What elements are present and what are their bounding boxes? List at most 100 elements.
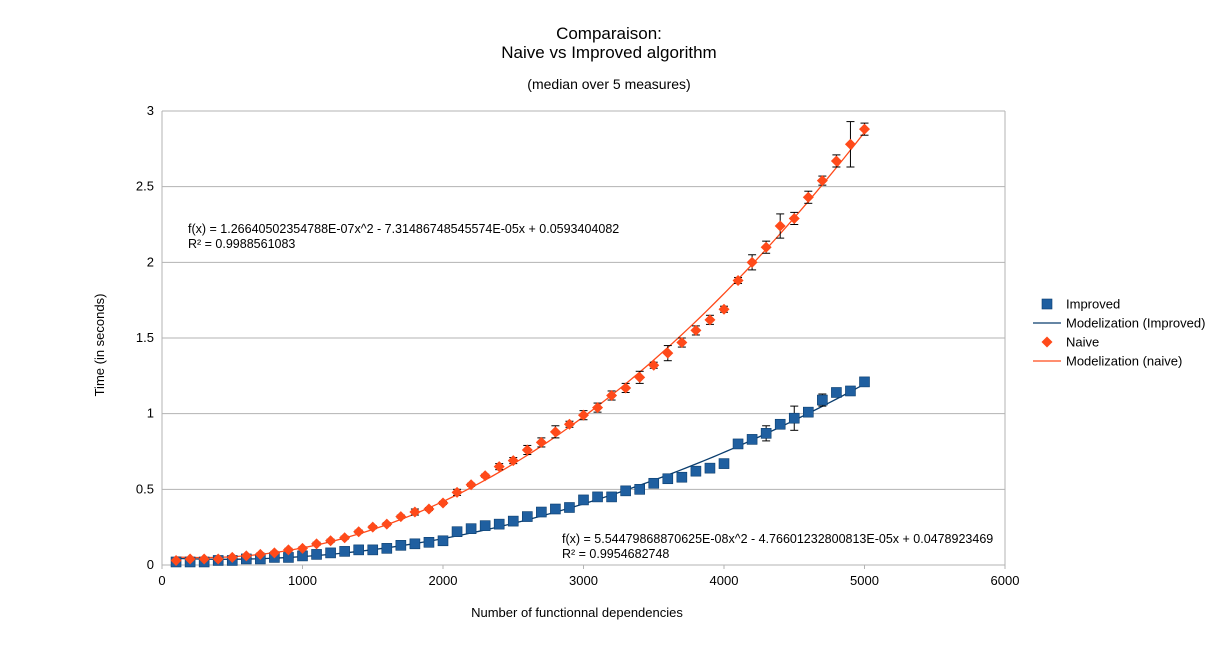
improved-point bbox=[409, 538, 421, 550]
naive-point bbox=[648, 359, 660, 371]
naive-r2: R² = 0.9988561083 bbox=[188, 237, 295, 251]
x-tick-label: 6000 bbox=[991, 573, 1020, 588]
naive-point bbox=[704, 314, 716, 326]
naive-point bbox=[634, 371, 646, 383]
naive-point bbox=[732, 274, 744, 286]
y-tick-label: 2.5 bbox=[136, 179, 154, 194]
y-tick-label: 0 bbox=[147, 557, 154, 572]
improved-point bbox=[423, 536, 435, 548]
naive-point bbox=[184, 553, 196, 565]
improved-r2: R² = 0.9954682748 bbox=[562, 547, 669, 561]
legend-label: Modelization (naive) bbox=[1066, 354, 1182, 369]
x-axis-label: Number of functionnal dependencies bbox=[471, 605, 683, 620]
naive-point bbox=[381, 518, 393, 530]
y-tick-label: 0.5 bbox=[136, 481, 154, 496]
x-tick-label: 3000 bbox=[569, 573, 598, 588]
naive-point bbox=[170, 554, 182, 566]
naive-point bbox=[367, 521, 379, 533]
naive-point bbox=[816, 175, 828, 187]
y-axis-label: Time (in seconds) bbox=[92, 294, 107, 397]
naive-point bbox=[240, 550, 252, 562]
improved-point bbox=[451, 526, 463, 538]
naive-point bbox=[339, 532, 351, 544]
improved-point bbox=[367, 544, 379, 556]
improved-point bbox=[718, 458, 730, 469]
naive-point bbox=[282, 544, 294, 556]
naive-point bbox=[578, 409, 589, 421]
chart-title-line-1: Comparaison: bbox=[556, 24, 662, 43]
naive-point bbox=[718, 303, 730, 315]
naive-point bbox=[268, 547, 280, 559]
improved-point bbox=[690, 465, 702, 477]
improved-point bbox=[493, 518, 505, 530]
naive-point bbox=[353, 526, 365, 538]
naive-point bbox=[859, 123, 870, 135]
x-tick-label: 2000 bbox=[429, 573, 458, 588]
naive-point bbox=[676, 337, 688, 349]
improved-point bbox=[521, 511, 533, 522]
chart-subtitle: (median over 5 measures) bbox=[527, 76, 690, 92]
improved-point bbox=[845, 385, 856, 397]
naive-point bbox=[226, 551, 238, 563]
improved-point bbox=[859, 376, 870, 388]
improved-point bbox=[479, 520, 491, 531]
naive-point bbox=[479, 470, 491, 482]
legend-diamond-marker bbox=[1041, 336, 1053, 348]
naive-point bbox=[465, 479, 477, 491]
naive-point bbox=[297, 542, 308, 554]
naive-point bbox=[788, 212, 800, 224]
legend-item: Modelization (Improved) bbox=[1033, 316, 1205, 331]
legend-label: Modelization (Improved) bbox=[1066, 316, 1205, 331]
improved-point bbox=[732, 438, 744, 450]
x-tick-label: 4000 bbox=[710, 573, 739, 588]
y-tick-label: 3 bbox=[147, 103, 154, 118]
improved-point bbox=[704, 462, 716, 474]
tick-labels: 0 0.5 1 1.5 2 2.5 3 0 1000 2000 3000 4000 5000 6000 bbox=[136, 103, 1020, 588]
naive-point bbox=[690, 324, 702, 336]
naive-point bbox=[493, 461, 505, 473]
naive-point bbox=[746, 256, 758, 268]
improved-point bbox=[381, 543, 393, 554]
naive-point bbox=[212, 553, 224, 565]
data-points bbox=[170, 123, 870, 568]
improved-point bbox=[578, 494, 589, 506]
improved-point bbox=[465, 523, 477, 534]
improved-point bbox=[550, 503, 561, 515]
improved-point bbox=[676, 471, 688, 483]
naive-point bbox=[521, 444, 533, 456]
improved-point bbox=[648, 477, 660, 489]
naive-point bbox=[549, 426, 561, 438]
improved-point bbox=[507, 515, 519, 527]
x-tick-label: 0 bbox=[158, 573, 165, 588]
improved-point bbox=[311, 549, 322, 560]
naive-point bbox=[830, 155, 842, 167]
improved-point bbox=[662, 473, 674, 485]
y-tick-label: 1 bbox=[147, 406, 154, 421]
y-tick-label: 2 bbox=[147, 254, 154, 269]
naive-point bbox=[507, 455, 519, 467]
improved-point bbox=[634, 484, 646, 495]
legend-label: Naive bbox=[1066, 335, 1099, 350]
improved-point bbox=[536, 506, 547, 518]
improved-point bbox=[788, 412, 800, 424]
improved-point bbox=[606, 491, 617, 503]
naive-point bbox=[563, 418, 575, 430]
naive-point bbox=[662, 347, 674, 359]
naive-point bbox=[535, 436, 547, 448]
naive-point bbox=[844, 138, 856, 150]
naive-point bbox=[395, 511, 407, 523]
improved-point bbox=[760, 428, 772, 439]
naive-point bbox=[437, 497, 449, 509]
improved-point bbox=[620, 485, 631, 497]
improved-point bbox=[802, 406, 814, 418]
trendlines bbox=[176, 131, 866, 560]
trendline-naive bbox=[176, 131, 866, 559]
legend-label: Improved bbox=[1066, 297, 1120, 312]
naive-point bbox=[254, 548, 266, 560]
error-bars bbox=[172, 121, 869, 564]
improved-point bbox=[817, 394, 828, 406]
x-tick-label: 1000 bbox=[288, 573, 317, 588]
naive-point bbox=[774, 220, 786, 232]
legend: Improved Modelization (Improved) Naive Mode… bbox=[1033, 297, 1205, 369]
